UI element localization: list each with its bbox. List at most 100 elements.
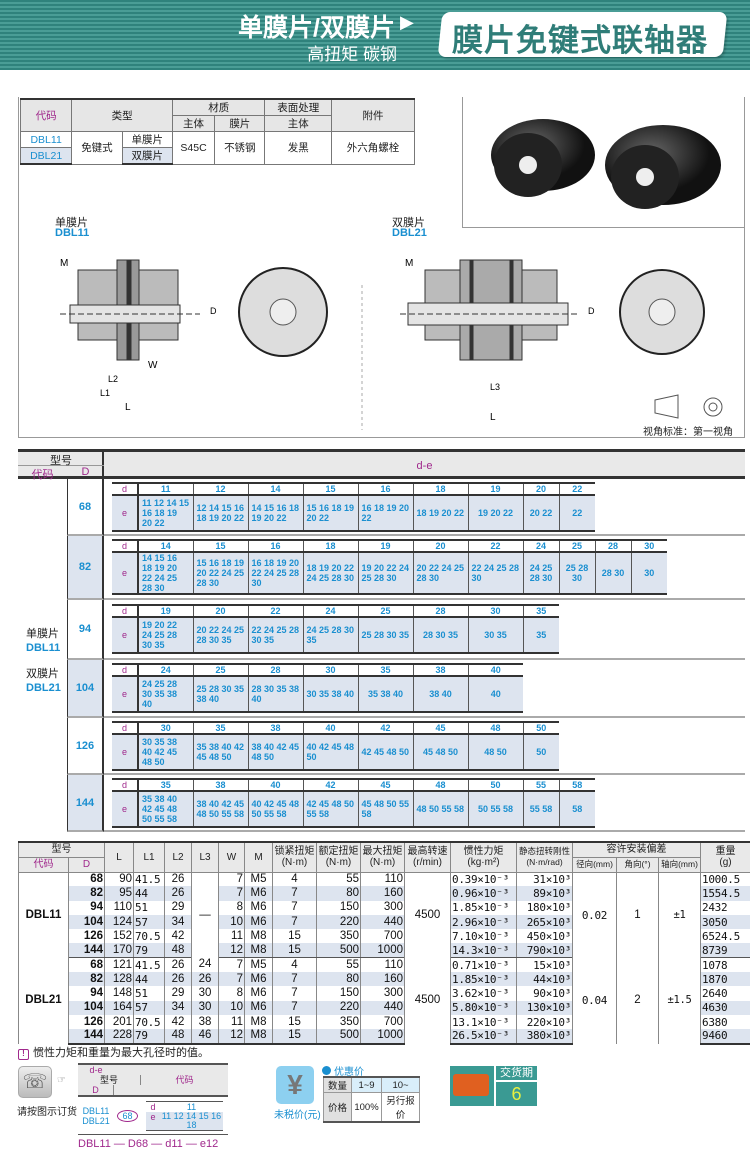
order-D: D bbox=[78, 1085, 114, 1095]
cell-M: M6 bbox=[245, 986, 273, 1000]
header-angular: 角向(°) bbox=[617, 857, 659, 872]
price-label: 未税价(元) bbox=[274, 1106, 321, 1121]
d-value: 14 bbox=[248, 483, 303, 495]
e-values: 24 25 28 30 35 38 40 bbox=[138, 676, 193, 712]
e-values: 30 35 38 40 42 45 48 50 bbox=[138, 734, 193, 770]
double-side-view bbox=[400, 260, 580, 360]
cell-L: 152 bbox=[105, 929, 134, 943]
d-value: 40 bbox=[248, 779, 303, 791]
cell-inertia: 7.10×10⁻³ bbox=[451, 929, 517, 943]
delivery-box: 交货期 6 bbox=[450, 1066, 537, 1106]
cell-L: 148 bbox=[105, 986, 134, 1000]
d-value: 55 bbox=[523, 779, 559, 791]
cell-inertia: 13.1×10⁻³ bbox=[451, 1015, 517, 1029]
first-angle-projection-icon bbox=[655, 395, 722, 418]
cell-radial: 0.02 bbox=[573, 872, 617, 958]
d-value: 35 bbox=[193, 722, 248, 734]
delivery-label: 交货期 bbox=[496, 1066, 537, 1082]
e-values: 19 20 22 24 25 28 30 35 bbox=[138, 617, 193, 653]
e-values: 48 50 bbox=[468, 734, 523, 770]
cell-L2: 26 bbox=[165, 972, 192, 986]
cell-weight: 8739 bbox=[701, 943, 750, 957]
header-weight: 重量 bbox=[716, 846, 736, 857]
cell-L2: 34 bbox=[165, 1001, 192, 1015]
e-values: 15 16 18 19 20 22 bbox=[303, 495, 358, 531]
price-1: 100% bbox=[352, 1093, 382, 1123]
double-code: DBL21 bbox=[392, 227, 427, 239]
d-value: 42 bbox=[303, 779, 358, 791]
cell-rated: 220 bbox=[317, 1001, 361, 1015]
cell-W: 7 bbox=[219, 886, 245, 900]
order-code: 代码 bbox=[141, 1075, 228, 1085]
cell-rated: 500 bbox=[317, 943, 361, 957]
cell-weight: 3050 bbox=[701, 915, 750, 929]
e-values: 40 42 45 48 50 55 58 bbox=[248, 791, 303, 827]
cell-L: 164 bbox=[105, 1001, 134, 1015]
order-de: d-e bbox=[78, 1065, 114, 1075]
d-value: 24 bbox=[523, 540, 559, 552]
header-type: 类型 bbox=[72, 99, 173, 132]
cell-W: 12 bbox=[219, 943, 245, 957]
cell-L2: 48 bbox=[165, 943, 192, 957]
cell-stiff: 15×10³ bbox=[517, 958, 573, 972]
cell-rated: 350 bbox=[317, 929, 361, 943]
qty-label: 数量 bbox=[324, 1077, 352, 1093]
e-values: 45 48 50 55 58 bbox=[358, 791, 413, 827]
header-L1: L1 bbox=[134, 842, 165, 872]
e-values: 20 22 bbox=[523, 495, 559, 531]
cell-M: M8 bbox=[245, 929, 273, 943]
cell-inertia: 0.96×10⁻³ bbox=[451, 886, 517, 900]
cell-L1: 57 bbox=[134, 915, 165, 929]
dim-l1: L1 bbox=[100, 388, 110, 398]
d-value: 25 bbox=[193, 664, 248, 676]
header-code: 代码 bbox=[19, 857, 69, 872]
header-speed: 最高转速 bbox=[408, 846, 448, 857]
cell-lock: 7 bbox=[273, 915, 317, 929]
cell-rated: 80 bbox=[317, 972, 361, 986]
d-value: 30 bbox=[303, 664, 358, 676]
d-value: 48 bbox=[413, 779, 468, 791]
order-label: 请按图示订货 bbox=[17, 1103, 77, 1118]
dim-w: W bbox=[148, 360, 158, 371]
view-standard: 视角标准：第一视角 bbox=[643, 423, 733, 438]
single-front-view bbox=[239, 268, 327, 356]
d-value: 12 bbox=[193, 483, 248, 495]
series-label: 双膜片 bbox=[26, 667, 67, 681]
cell-weight: 4630 bbox=[701, 1001, 750, 1015]
cell-L2: 42 bbox=[165, 1015, 192, 1029]
cell-angular: 1 bbox=[617, 872, 659, 958]
code-dbl21: DBL21 bbox=[21, 148, 72, 165]
order-e-values: 11 12 14 15 16 18 bbox=[160, 1112, 223, 1130]
e-values: 20 22 24 25 28 30 bbox=[413, 552, 468, 594]
subtitle: 高扭矩 碳钢 bbox=[307, 40, 397, 65]
cell-lock: 7 bbox=[273, 886, 317, 900]
cell-L: 110 bbox=[105, 901, 134, 915]
d-value: 50 bbox=[523, 722, 559, 734]
cell-M: M6 bbox=[245, 901, 273, 915]
cell-max: 300 bbox=[361, 901, 405, 915]
header-diaphragm: 膜片 bbox=[215, 116, 265, 132]
dim-l2: L2 bbox=[108, 374, 118, 384]
cell-W: 12 bbox=[219, 1029, 245, 1043]
cell-L: 228 bbox=[105, 1029, 134, 1043]
warning-icon: ! bbox=[18, 1049, 29, 1060]
e-values: 35 38 40 bbox=[358, 676, 413, 712]
order-d-value: 11 bbox=[160, 1102, 223, 1112]
cell-lock: 15 bbox=[273, 1015, 317, 1029]
e-values: 24 25 28 30 bbox=[523, 552, 559, 594]
size-D: 68 bbox=[69, 958, 105, 972]
cell-rated: 350 bbox=[317, 1015, 361, 1029]
d-value: 25 bbox=[559, 540, 595, 552]
cell-max: 300 bbox=[361, 986, 405, 1000]
size-D: 144 bbox=[69, 1029, 105, 1043]
d-value: 45 bbox=[358, 779, 413, 791]
d-value: 15 bbox=[303, 483, 358, 495]
product-photo bbox=[462, 97, 745, 228]
d-value: 24 bbox=[303, 605, 358, 617]
d-value: 38 bbox=[413, 664, 468, 676]
